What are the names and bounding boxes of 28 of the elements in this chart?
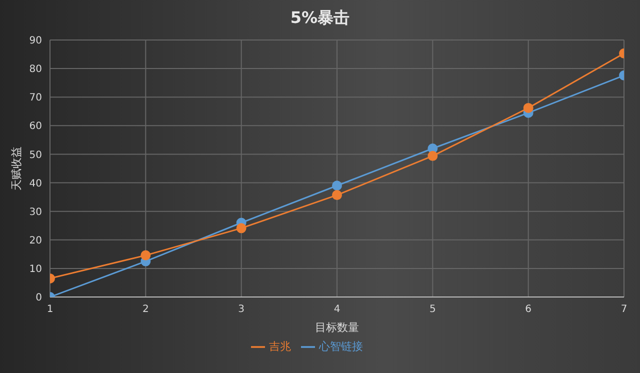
point	[332, 180, 342, 191]
point	[428, 150, 438, 161]
y-tick-label: 50	[29, 150, 42, 161]
y-axis-title: 天赋收益	[10, 146, 23, 190]
y-tick-label: 60	[29, 121, 42, 132]
x-axis-title: 目标数量	[315, 321, 359, 334]
x-tick-label: 6	[525, 304, 532, 316]
x-tick-label: 5	[429, 304, 436, 316]
point	[236, 223, 246, 234]
y-tick-label: 20	[29, 235, 42, 246]
y-tick-label: 80	[29, 64, 42, 76]
x-tick-label: 7	[620, 304, 628, 316]
y-tick-label: 0	[36, 292, 42, 304]
y-tick-label: 90	[29, 36, 42, 47]
point	[523, 102, 534, 113]
x-tick-label: 2	[142, 304, 149, 316]
y-tick-label: 30	[29, 206, 42, 218]
x-tick-label: 3	[238, 304, 245, 316]
x-tick-label: 4	[334, 304, 340, 316]
point	[332, 190, 342, 200]
x-tick-label: 1	[46, 304, 54, 316]
y-tick-label: 10	[29, 264, 42, 275]
y-tick-label: 40	[29, 178, 42, 190]
point	[140, 250, 151, 260]
chart-title: 5%暴击	[289, 8, 351, 29]
legend-label: 心智链接	[319, 340, 363, 353]
legend-label: 吉兆	[269, 340, 291, 353]
y-tick-label: 70	[29, 92, 42, 104]
